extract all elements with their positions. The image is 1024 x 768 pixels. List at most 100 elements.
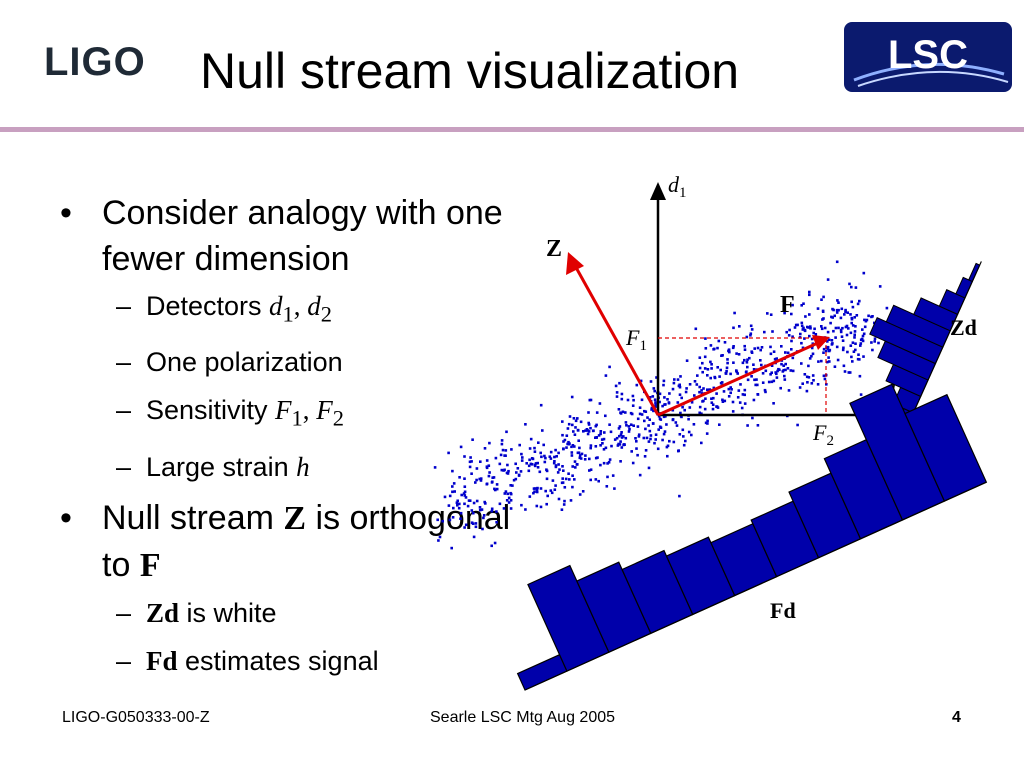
scatter-point: [827, 338, 831, 341]
scatter-point: [604, 414, 607, 418]
scatter-point: [529, 437, 533, 441]
scatter-point: [731, 410, 735, 413]
scatter-point: [619, 440, 622, 443]
scatter-point: [873, 340, 876, 343]
scatter-point: [649, 380, 653, 383]
lsc-logo-icon: LSC: [844, 22, 1012, 92]
scatter-point: [615, 436, 619, 440]
scatter-point: [694, 327, 698, 331]
scatter-point: [599, 463, 602, 467]
scatter-point: [649, 434, 653, 437]
scatter-point: [775, 357, 778, 360]
scatter-point: [701, 370, 704, 374]
scatter-point: [466, 504, 470, 508]
scatter-point: [730, 388, 733, 391]
scatter-point: [803, 373, 807, 376]
scatter-point: [763, 388, 767, 392]
scatter-point: [800, 341, 803, 345]
scatter-point: [839, 330, 843, 334]
scatter-point: [577, 439, 580, 442]
scatter-point: [534, 487, 537, 490]
scatter-point: [717, 339, 721, 343]
scatter-point: [544, 456, 547, 460]
scatter-point: [698, 356, 702, 359]
scatter-point: [811, 352, 815, 356]
scatter-point: [850, 316, 854, 320]
scatter-point: [470, 460, 473, 463]
scatter-point: [451, 490, 454, 494]
scatter-point: [706, 374, 709, 377]
scatter-point: [712, 396, 715, 400]
scatter-point: [735, 352, 738, 355]
scatter-point: [509, 491, 512, 495]
scatter-point: [853, 336, 856, 339]
scatter-point: [850, 300, 853, 304]
scatter-point: [805, 375, 809, 379]
scatter-point: [606, 475, 609, 479]
scatter-point: [702, 387, 705, 390]
scatter-point: [677, 449, 680, 453]
scatter-point: [638, 412, 642, 416]
scatter-point: [731, 400, 735, 404]
axis-d1-label: d1: [668, 172, 687, 201]
scatter-point: [602, 461, 606, 465]
scatter-point: [478, 506, 482, 509]
scatter-point: [578, 446, 581, 450]
bullet-1: • Consider analogy with one fewer dimensi…: [60, 194, 503, 278]
scatter-point: [542, 443, 545, 447]
scatter-point: [500, 442, 504, 446]
scatter-point: [553, 488, 557, 491]
scatter-point: [812, 331, 815, 335]
scatter-point: [841, 339, 845, 342]
scatter-point: [706, 388, 709, 391]
scatter-point: [763, 330, 766, 334]
scatter-point: [791, 369, 795, 373]
scatter-point: [561, 420, 564, 423]
scatter-point: [687, 430, 691, 434]
scatter-point: [807, 364, 810, 368]
scatter-point: [731, 346, 735, 350]
scatter-point: [790, 348, 793, 351]
scatter-point: [804, 315, 807, 318]
scatter-point: [721, 400, 725, 403]
scatter-point: [597, 434, 601, 437]
scatter-point: [541, 429, 544, 432]
scatter-point: [464, 523, 468, 527]
proj-f1-label: F1: [625, 325, 647, 354]
scatter-point: [790, 339, 793, 343]
scatter-point: [764, 390, 767, 394]
scatter-point: [803, 328, 807, 332]
scatter-point: [545, 477, 549, 481]
scatter-point: [744, 371, 748, 374]
scatter-point: [885, 306, 889, 310]
scatter-point: [494, 456, 498, 460]
scatter-point: [472, 511, 475, 515]
scatter-point: [488, 441, 491, 445]
scatter-point: [852, 350, 856, 353]
scatter-point: [516, 467, 520, 470]
scatter-point: [451, 485, 454, 488]
scatter-point: [720, 354, 723, 357]
scatter-point: [802, 326, 805, 330]
scatter-point: [784, 368, 787, 372]
scatter-point: [617, 408, 621, 411]
scatter-point: [594, 478, 598, 481]
scatter-point: [679, 375, 682, 378]
scatter-point: [599, 430, 603, 433]
scatter-point: [618, 425, 622, 428]
scatter-point: [779, 386, 782, 390]
scatter-point: [705, 432, 709, 435]
scatter-point: [608, 365, 611, 369]
scatter-point: [663, 430, 667, 433]
scatter-point: [533, 464, 537, 468]
scatter-point: [640, 413, 644, 416]
scatter-point: [620, 446, 624, 449]
scatter-point: [743, 344, 746, 348]
scatter-point: [597, 479, 600, 483]
scatter-point: [656, 447, 660, 451]
scatter-point: [817, 360, 820, 363]
scatter-point: [498, 502, 502, 506]
scatter-point: [745, 361, 749, 364]
footer-page-number: 4: [952, 709, 961, 726]
scatter-point: [458, 502, 461, 506]
